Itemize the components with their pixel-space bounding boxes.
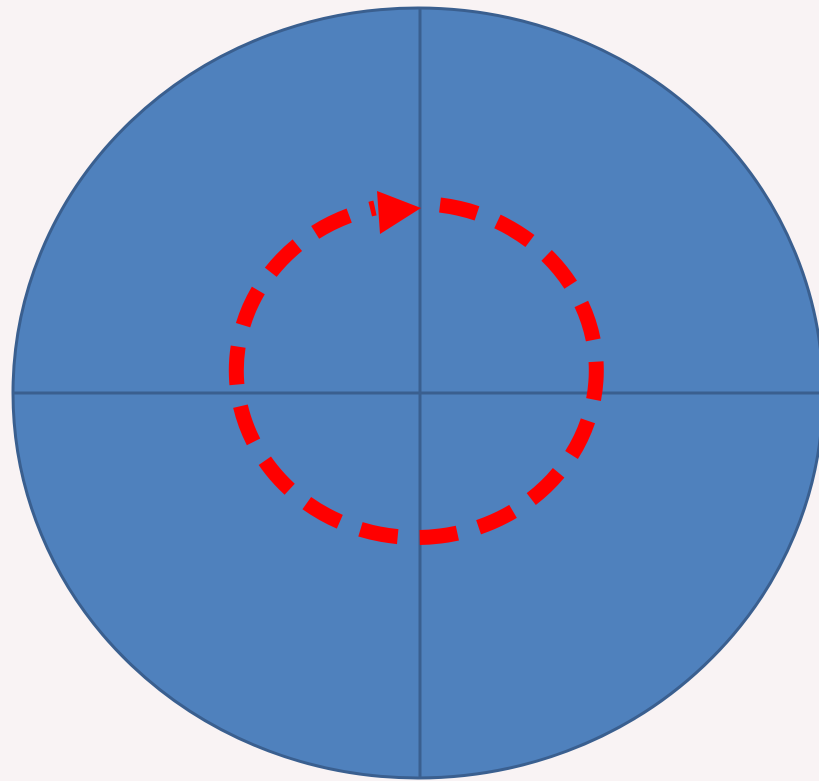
rotation-path [228, 197, 604, 546]
circular-arrow-icon [377, 191, 421, 234]
